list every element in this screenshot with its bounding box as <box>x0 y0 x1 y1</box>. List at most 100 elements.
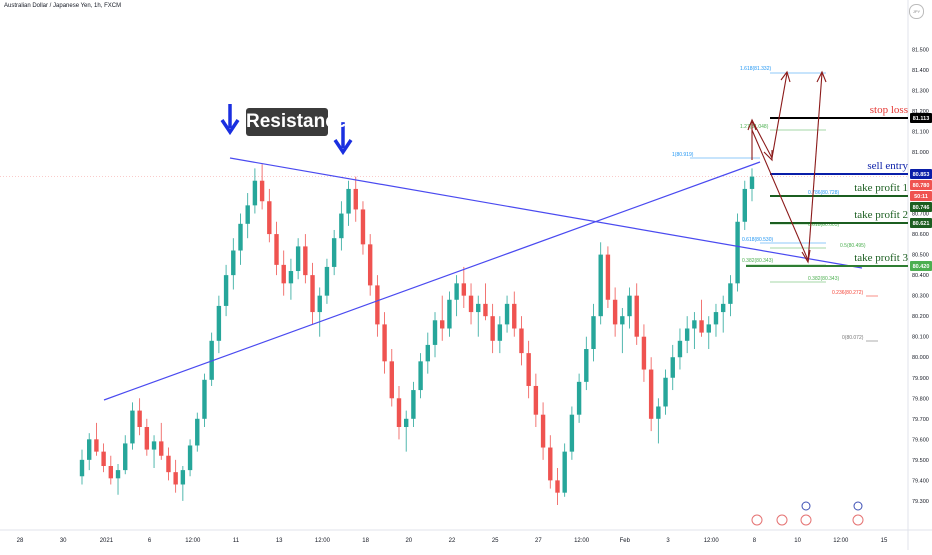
candle-body <box>418 361 423 391</box>
price-tag-label: 80.746 <box>913 205 930 211</box>
descending-resistance-trendline[interactable] <box>229 157 863 269</box>
candle-body <box>353 188 358 210</box>
candle-body <box>533 385 539 415</box>
candle-body <box>684 328 690 341</box>
price-tag <box>910 261 932 271</box>
candle-body <box>591 316 596 350</box>
candle-body <box>454 283 459 300</box>
price-tag <box>910 191 932 201</box>
x-axis: 28 30 2021 6 12:00 11 13 12:00 18 20 22 25 27 12:00 Fe… <box>17 538 888 544</box>
x-tick-label: 13 <box>276 538 283 544</box>
candle-body <box>555 480 560 493</box>
candle-body <box>101 451 106 467</box>
x-tick-label: 20 <box>405 538 412 544</box>
y-tick-label: 79.700 <box>912 417 929 423</box>
candle-body <box>267 201 272 235</box>
candle-body <box>504 303 510 325</box>
y-tick-label: 80.200 <box>912 314 929 320</box>
candle-body <box>324 266 330 296</box>
y-tick-label: 79.400 <box>912 478 929 484</box>
candle-body <box>663 377 668 407</box>
x-tick-label: 8 <box>753 538 757 544</box>
candle-body <box>389 361 394 399</box>
candle-body <box>187 445 193 471</box>
candle-body <box>144 427 150 450</box>
candle-body <box>461 283 467 296</box>
x-tick-label: Feb <box>620 538 631 544</box>
candle-body <box>159 441 164 456</box>
resistance-label: Resistance <box>246 108 346 136</box>
y-tick-label: 81.100 <box>912 129 929 135</box>
candle-body <box>180 470 186 485</box>
candle-body <box>94 439 99 452</box>
take-profit-3-label: take profit 3 <box>854 252 908 264</box>
candle-body <box>411 390 416 419</box>
candle-body <box>130 410 135 444</box>
y-tick-label: 79.500 <box>912 458 929 464</box>
candle-body <box>202 379 207 419</box>
y-tick-label: 80.000 <box>912 355 929 361</box>
candle-body <box>432 320 438 345</box>
price-tag-label: 81.113 <box>913 116 930 122</box>
price-tag-label: 50:11 <box>914 194 928 200</box>
x-tick-label: 11 <box>233 538 240 544</box>
resistance-arrow-down-icon <box>220 104 240 136</box>
candle-body <box>713 312 719 325</box>
candle-body <box>512 303 517 329</box>
candles-group <box>79 164 755 505</box>
candle-body <box>612 299 618 325</box>
candle-body <box>79 459 85 477</box>
x-tick-label: 12:00 <box>185 538 201 544</box>
candle-body <box>173 472 178 485</box>
candle-body <box>584 349 589 382</box>
candle-body <box>562 451 567 493</box>
y-tick-label: 80.300 <box>912 294 929 300</box>
x-tick-label: 12:00 <box>315 538 331 544</box>
fib-label: 0(80.072) <box>842 335 864 341</box>
ascending-trendline[interactable] <box>103 161 761 401</box>
price-tag-label: 80.420 <box>913 264 930 270</box>
y-tick-label: 80.100 <box>912 335 929 341</box>
x-tick-label: 28 <box>17 538 24 544</box>
x-tick-label: 10 <box>794 538 801 544</box>
fib-label: 0.618(80.530) <box>742 237 773 243</box>
candle-body <box>151 441 157 450</box>
x-tick-label: 12:00 <box>574 538 590 544</box>
y-tick-label: 81.500 <box>912 47 929 53</box>
candle-body <box>303 246 308 276</box>
candle-body <box>274 234 279 265</box>
y-tick-label: 79.300 <box>912 499 929 505</box>
candle-body <box>360 209 366 245</box>
x-tick-label: 30 <box>60 538 67 544</box>
candle-body <box>166 455 171 473</box>
y-tick-label: 80.600 <box>912 232 929 238</box>
candle-body <box>749 176 755 189</box>
symbol-title: Australian Dollar / Japanese Yen, 1h, FX… <box>4 3 122 9</box>
event-flag-icon <box>800 514 812 526</box>
candle-body <box>468 295 474 313</box>
y-tick-label: 81.000 <box>912 150 929 156</box>
x-tick-label: 3 <box>666 538 670 544</box>
fib-label: 1(80.919) <box>672 152 694 158</box>
price-tag <box>910 169 932 179</box>
y-tick-label: 79.800 <box>912 396 929 402</box>
price-tag <box>910 218 932 228</box>
y-tick-label: 80.700 <box>912 212 929 218</box>
price-tags: 81.113 80.853 80.780 50:11 80.746 80.621 80.42… <box>910 113 932 271</box>
candle-body <box>692 320 697 329</box>
stop-loss-label: stop loss <box>869 104 908 116</box>
candle-body <box>720 303 726 313</box>
candle-body <box>540 414 546 448</box>
y-tick-label: 79.600 <box>912 437 929 443</box>
candle-body <box>634 295 639 337</box>
candle-body <box>367 244 373 286</box>
candle-body <box>519 328 524 354</box>
candle-body <box>252 180 258 206</box>
candle-body <box>576 381 582 415</box>
x-tick-label: 22 <box>449 538 456 544</box>
event-flag-icon <box>852 514 864 526</box>
candle-body <box>87 439 92 460</box>
price-tag-label: 80.621 <box>913 221 930 227</box>
